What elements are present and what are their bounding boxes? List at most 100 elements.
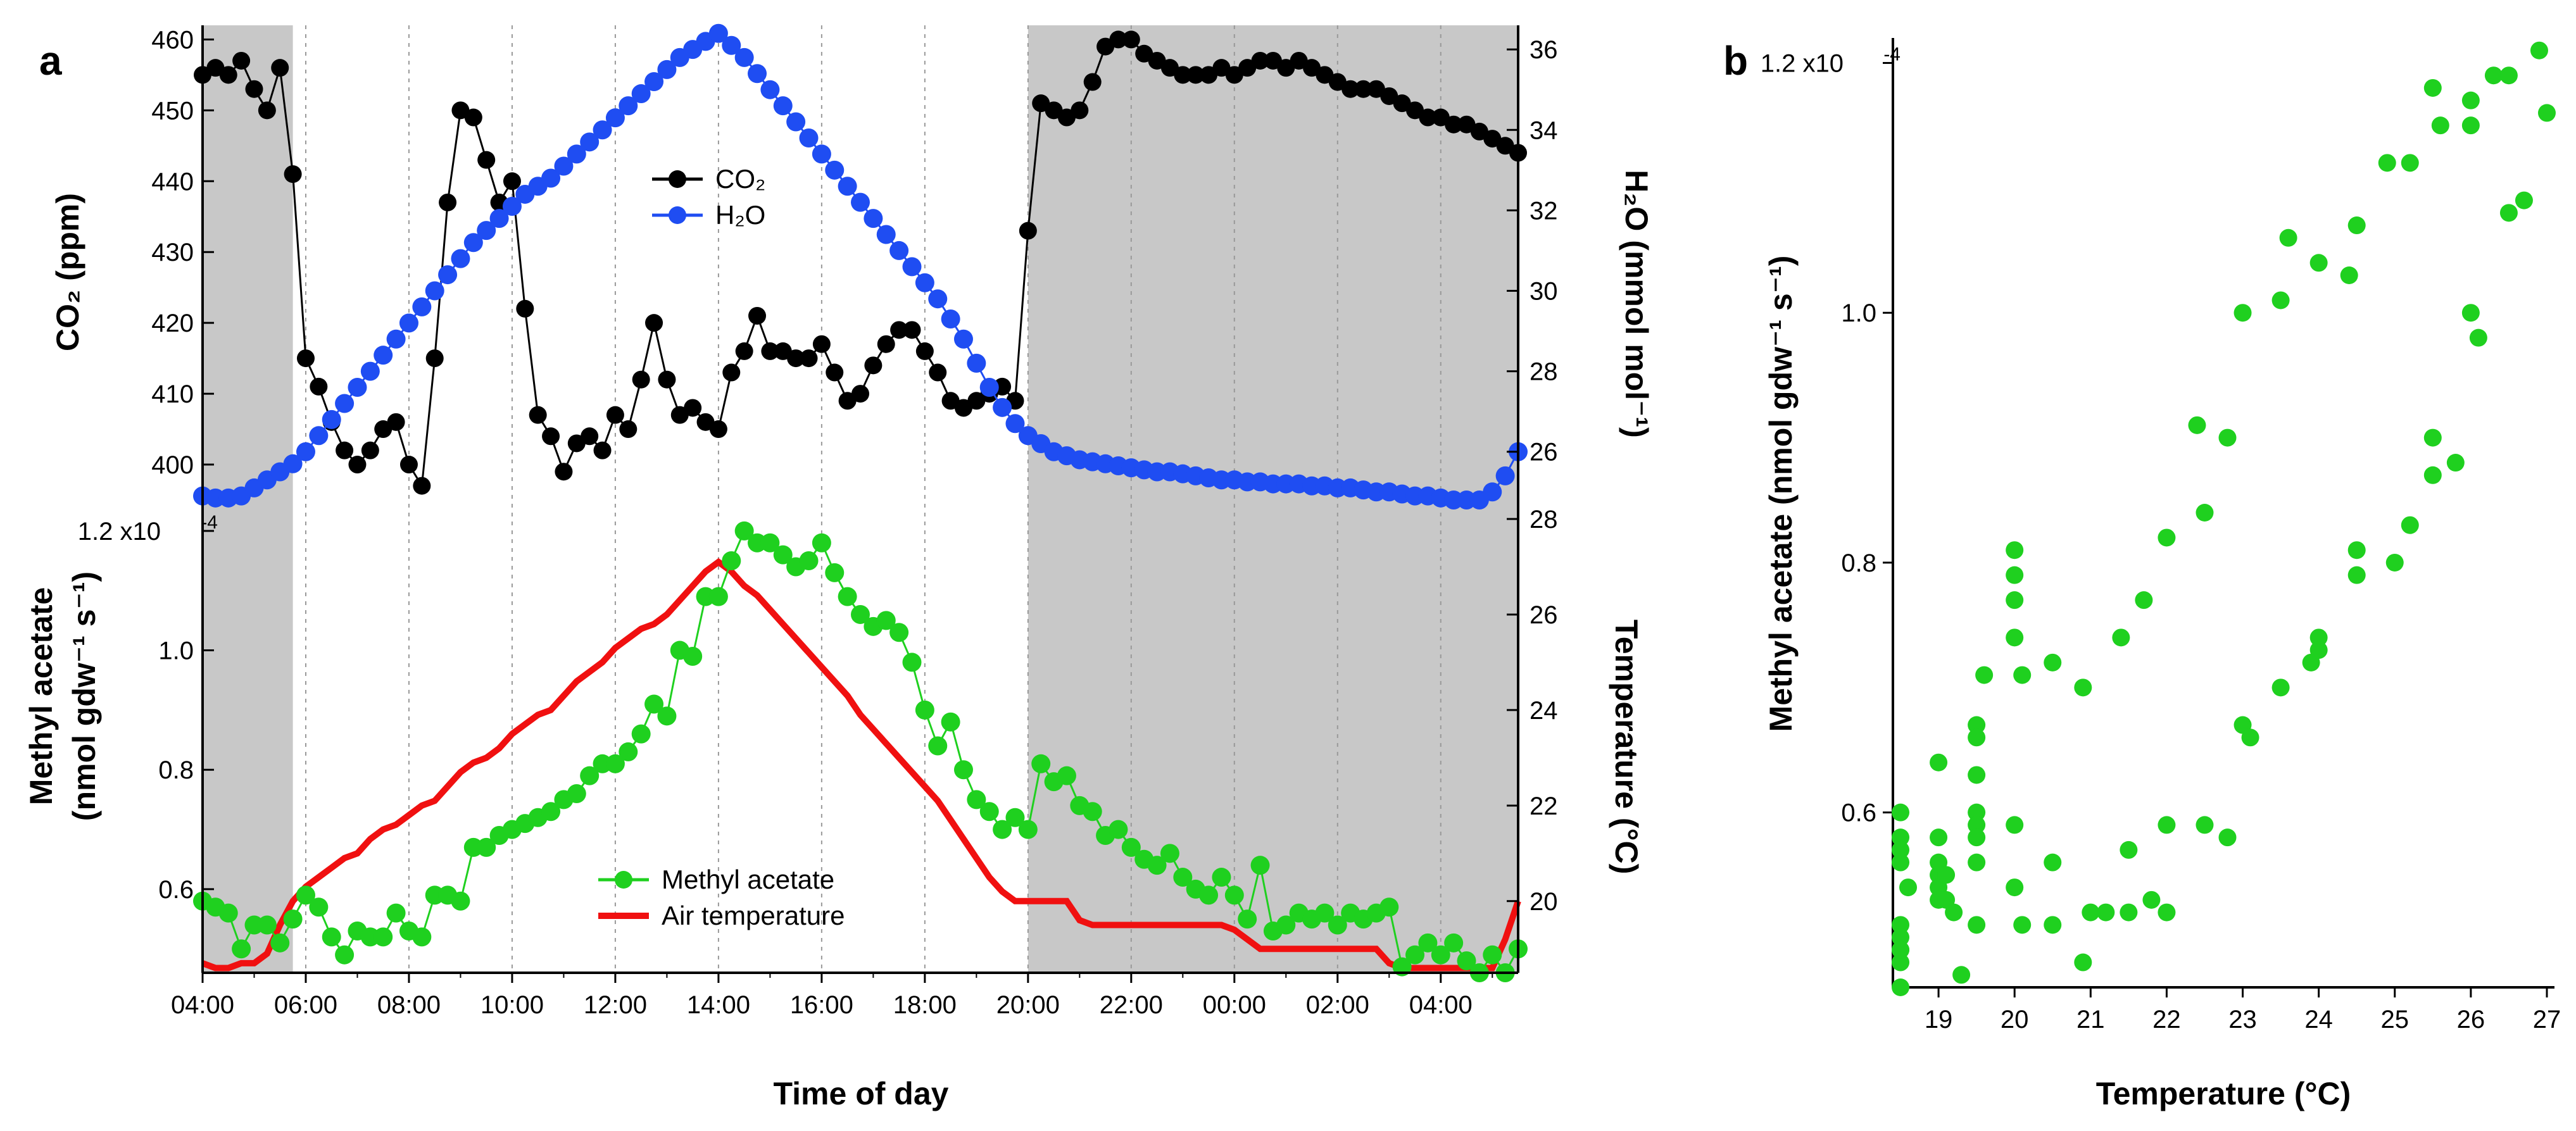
- methyl-acetate-point: [218, 903, 238, 923]
- scatter-point: [2461, 91, 2480, 109]
- scatter-point: [2378, 154, 2396, 172]
- h2o-axis-title: H₂O (mmol mol⁻¹): [1619, 170, 1654, 438]
- scatter-point: [1952, 966, 1971, 984]
- temp-tick-label: 24: [1530, 697, 1558, 725]
- h2o-point: [425, 281, 444, 301]
- x-tick-label: 18:00: [893, 991, 957, 1019]
- h2o-point: [1495, 466, 1515, 485]
- co2-point: [284, 165, 302, 184]
- methyl-acetate-point: [541, 802, 561, 822]
- legend-bottom: Methyl acetate Air temperature: [598, 865, 845, 930]
- h2o-point: [541, 168, 561, 188]
- x-tick-label: 20:00: [996, 991, 1060, 1019]
- methyl-acetate-point: [270, 933, 290, 953]
- air-temperature-series: [201, 558, 1521, 972]
- methyl-acetate-point: [773, 545, 793, 565]
- scatter-point: [2112, 628, 2130, 647]
- panel-a-axes: [201, 25, 1519, 974]
- b-x-tick-label: 19: [1925, 1006, 1953, 1034]
- co2-point: [399, 456, 418, 474]
- co2-point: [1225, 66, 1243, 84]
- co2-point: [451, 101, 470, 120]
- co2-point: [439, 193, 457, 211]
- h2o-point: [967, 353, 986, 373]
- methyl-acetate-point: [812, 533, 831, 553]
- scatter-point: [2401, 516, 2419, 534]
- co2-point: [877, 335, 895, 353]
- co2-point: [696, 413, 715, 431]
- scatter-point: [1892, 978, 1910, 996]
- methyl-acetate-point: [1005, 808, 1025, 827]
- ma-tick-label: 1.0: [158, 637, 194, 665]
- co2-tick-label: 410: [151, 380, 194, 408]
- methyl-acetate-point: [1031, 754, 1051, 773]
- methyl-acetate-point: [412, 927, 432, 947]
- h2o-point: [502, 197, 522, 216]
- scatter-point: [1899, 878, 1918, 897]
- scatter-point: [2044, 653, 2062, 672]
- scatter-point: [2446, 454, 2465, 472]
- co2-point: [1212, 59, 1231, 77]
- co2-point: [1303, 59, 1321, 77]
- b-x-tick-label: 21: [2077, 1006, 2105, 1034]
- co2-point: [1277, 59, 1295, 77]
- methyl-acetate-point: [993, 820, 1012, 839]
- h2o-point: [825, 160, 845, 180]
- methyl-acetate-point: [1457, 951, 1476, 971]
- b-x-axis-title: Temperature (°C): [2096, 1076, 2351, 1111]
- scatter-point: [2074, 678, 2092, 697]
- co2-point: [903, 321, 921, 339]
- scatter-point: [2006, 566, 2024, 584]
- co2-point: [761, 342, 779, 360]
- scatter-point: [2347, 541, 2366, 559]
- h2o-point: [593, 120, 612, 140]
- methyl-acetate-axis-title-line1: Methyl acetate: [23, 587, 59, 806]
- methyl-acetate-point: [851, 604, 870, 624]
- methyl-acetate-point: [1276, 915, 1296, 935]
- h2o-point: [657, 59, 677, 79]
- h2o-point: [812, 144, 831, 164]
- scatter-point: [1937, 866, 1956, 884]
- h2o-point: [876, 225, 896, 244]
- co2-point: [413, 477, 431, 495]
- scatter-point: [1968, 766, 1986, 784]
- h2o-point: [953, 329, 973, 349]
- co2-point: [542, 427, 560, 446]
- co2-point: [348, 456, 367, 474]
- co2-point: [1186, 66, 1205, 84]
- co2-point: [296, 349, 315, 368]
- co2-point: [915, 342, 934, 360]
- h2o-point: [838, 177, 857, 196]
- co2-point: [555, 463, 573, 481]
- methyl-acetate-point: [915, 700, 934, 720]
- methyl-acetate-point: [257, 915, 277, 935]
- scatter-point: [2484, 66, 2503, 85]
- co2-point: [658, 370, 676, 389]
- co2-point: [425, 349, 444, 368]
- methyl-acetate-point: [335, 945, 355, 965]
- scatter-point: [2158, 528, 2176, 547]
- methyl-acetate-point: [825, 563, 845, 582]
- methyl-acetate-point: [1121, 837, 1141, 857]
- h2o-point: [760, 80, 780, 99]
- co2-axis-title: CO₂ (ppm): [50, 193, 85, 351]
- h2o-point: [412, 297, 432, 316]
- co2-point: [1071, 101, 1089, 120]
- methyl-acetate-point: [1018, 820, 1038, 839]
- scatter-point: [2097, 903, 2115, 922]
- methyl-acetate-point: [722, 551, 741, 571]
- x-tick-label: 16:00: [790, 991, 853, 1019]
- methyl-acetate-point: [941, 712, 960, 732]
- methyl-acetate-point: [1418, 933, 1438, 953]
- methyl-acetate-point: [1250, 856, 1270, 875]
- co2-point: [387, 413, 405, 431]
- methyl-acetate-point: [953, 760, 973, 780]
- scatter-point: [2218, 428, 2237, 447]
- h2o-tick-label: 30: [1530, 277, 1558, 305]
- scatter-point: [2006, 816, 2024, 834]
- scatter-point: [2537, 104, 2556, 122]
- scatter-point: [1930, 828, 1948, 847]
- methyl-acetate-point: [799, 551, 819, 571]
- h2o-point: [928, 289, 948, 309]
- b-y-tick-label: 0.6: [1841, 799, 1876, 827]
